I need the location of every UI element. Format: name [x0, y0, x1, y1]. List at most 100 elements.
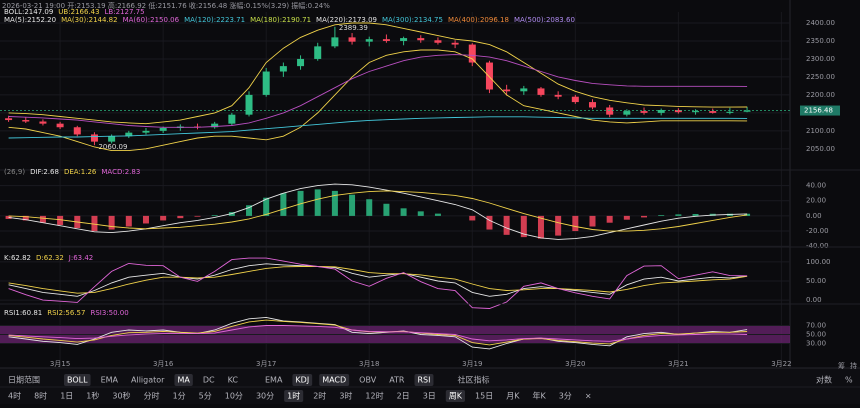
legend-entry: MA(500):2083.60 — [514, 16, 575, 24]
toolbar-button[interactable]: 1时 — [287, 391, 300, 401]
toolbar-button[interactable]: 2日 — [397, 392, 410, 401]
toolbar-button[interactable]: 2时 — [313, 391, 326, 401]
toolbar-button[interactable]: 社区指标 — [457, 375, 489, 385]
side-icon[interactable]: 筹 — [838, 361, 845, 370]
y-tick-label: 100.00 — [806, 258, 831, 266]
candle-body — [485, 62, 493, 90]
macd-bar — [125, 215, 132, 227]
toolbar-button[interactable]: × — [585, 392, 592, 401]
macd-bar — [434, 213, 441, 216]
toolbar-button[interactable]: 4时 — [8, 391, 21, 401]
y-tick-label: 2250.00 — [806, 73, 835, 81]
toolbar-button[interactable]: 对数 — [816, 375, 832, 385]
macd-bar — [555, 215, 562, 236]
candle-body — [709, 111, 717, 113]
y-tick-label: 70.00 — [806, 322, 826, 330]
toolbar-button[interactable]: EMA — [101, 376, 119, 385]
high-annotation: 2389.39 — [339, 24, 368, 32]
macd-bar — [246, 205, 253, 216]
legend-entry: MA(220):2173.09 — [316, 16, 377, 24]
toolbar-button[interactable]: 30秒 — [112, 391, 130, 401]
toolbar-button[interactable]: OBV — [359, 376, 377, 385]
macd-bar — [589, 215, 596, 227]
legend-entry: MA(120):2223.71 — [184, 16, 245, 24]
macd-bar — [537, 215, 544, 239]
toolbar-button[interactable]: 3时 — [339, 391, 352, 401]
candle-body — [125, 132, 133, 137]
toolbar-button[interactable]: 12时 — [365, 391, 383, 401]
y-tick-label: 30.00 — [806, 340, 826, 348]
last-price-tag — [800, 105, 840, 116]
toolbar-button[interactable]: DC — [203, 376, 215, 385]
toolbar-button[interactable]: 3分 — [559, 392, 572, 401]
toolbar-button[interactable]: 3日 — [423, 392, 436, 401]
y-tick-label: 2200.00 — [806, 91, 835, 99]
legend-entry: K:62.82 — [4, 254, 31, 262]
toolbar-button[interactable]: KDJ — [295, 376, 309, 385]
x-tick-label: 3月22 — [771, 360, 791, 368]
candle-body — [331, 37, 339, 47]
active-highlight — [64, 374, 91, 386]
legend-entry: BOLL:2147.09 — [4, 8, 53, 16]
x-tick-label: 3月15 — [50, 360, 70, 368]
macd-bar — [211, 215, 218, 216]
toolbar-button[interactable]: ATR — [389, 376, 405, 385]
toolbar-button[interactable]: 30分 — [256, 392, 274, 401]
candle-body — [348, 37, 356, 42]
macd-bar — [57, 215, 64, 225]
toolbar-button[interactable]: 分时 — [144, 391, 160, 401]
y-tick-label: 2100.00 — [806, 127, 835, 135]
toolbar-button[interactable]: 周K — [449, 392, 463, 401]
y-tick-label: 50.00 — [806, 331, 826, 339]
legend-entry: D:62.32 — [36, 254, 64, 262]
toolbar-button[interactable]: 年K — [532, 391, 546, 401]
toolbar-button[interactable]: 日期范围 — [8, 375, 40, 385]
legend-entry: MA(180):2190.71 — [250, 16, 311, 24]
x-tick-label: 3月17 — [256, 360, 276, 368]
toolbar-button[interactable]: 月K — [506, 392, 520, 401]
active-highlight — [414, 374, 434, 386]
toolbar-button[interactable]: RSI — [417, 376, 430, 385]
candle-body — [554, 94, 562, 97]
macd-bar — [160, 215, 167, 221]
macd-bar — [503, 215, 510, 235]
toolbar-button[interactable]: % — [845, 376, 853, 385]
toolbar-button[interactable]: 1日 — [60, 392, 73, 401]
candle-body — [537, 88, 545, 95]
x-tick-label: 3月21 — [668, 360, 688, 368]
toolbar-button[interactable]: 15日 — [475, 392, 493, 401]
toolbar-button[interactable]: MA — [177, 376, 190, 385]
toolbar-button[interactable]: 5分 — [199, 392, 212, 401]
macd-bar — [520, 215, 527, 238]
header-info: 2026-03-21 19:00 开:2153.19 高:2166.92 低:2… — [2, 1, 330, 10]
active-highlight — [319, 374, 350, 386]
macd-bar — [263, 197, 270, 216]
candle-body — [365, 39, 373, 42]
candle-body — [640, 111, 648, 113]
candle-body — [451, 42, 459, 45]
candle-body — [571, 96, 579, 103]
toolbar-button[interactable]: EMA — [265, 376, 283, 385]
toolbar-button[interactable]: KC — [228, 376, 239, 385]
candle-body — [39, 121, 47, 124]
toolbar-button[interactable]: MACD — [322, 376, 346, 385]
candle-body — [726, 111, 734, 113]
toolbar-button[interactable]: 8时 — [34, 391, 47, 401]
y-tick-label: 2400.00 — [806, 19, 835, 27]
side-icon[interactable]: 持 — [850, 361, 857, 370]
toolbar-button[interactable]: 10分 — [225, 392, 243, 401]
y-tick-label: -20.00 — [806, 227, 829, 235]
macd-bar — [349, 194, 356, 216]
candle-body — [382, 39, 390, 41]
candle-body — [108, 136, 116, 142]
candle-body — [297, 58, 305, 67]
toolbar-button[interactable]: 1秒 — [86, 391, 99, 401]
legend-entry: (26,9) — [4, 168, 25, 176]
toolbar-button[interactable]: BOLL — [67, 376, 88, 385]
indicator-line — [8, 54, 748, 128]
toolbar-button[interactable]: Alligator — [131, 376, 165, 385]
toolbar-button[interactable]: 1分 — [173, 392, 186, 401]
macd-bar — [658, 215, 665, 216]
candle-body — [400, 38, 408, 41]
candle-body — [674, 109, 682, 113]
